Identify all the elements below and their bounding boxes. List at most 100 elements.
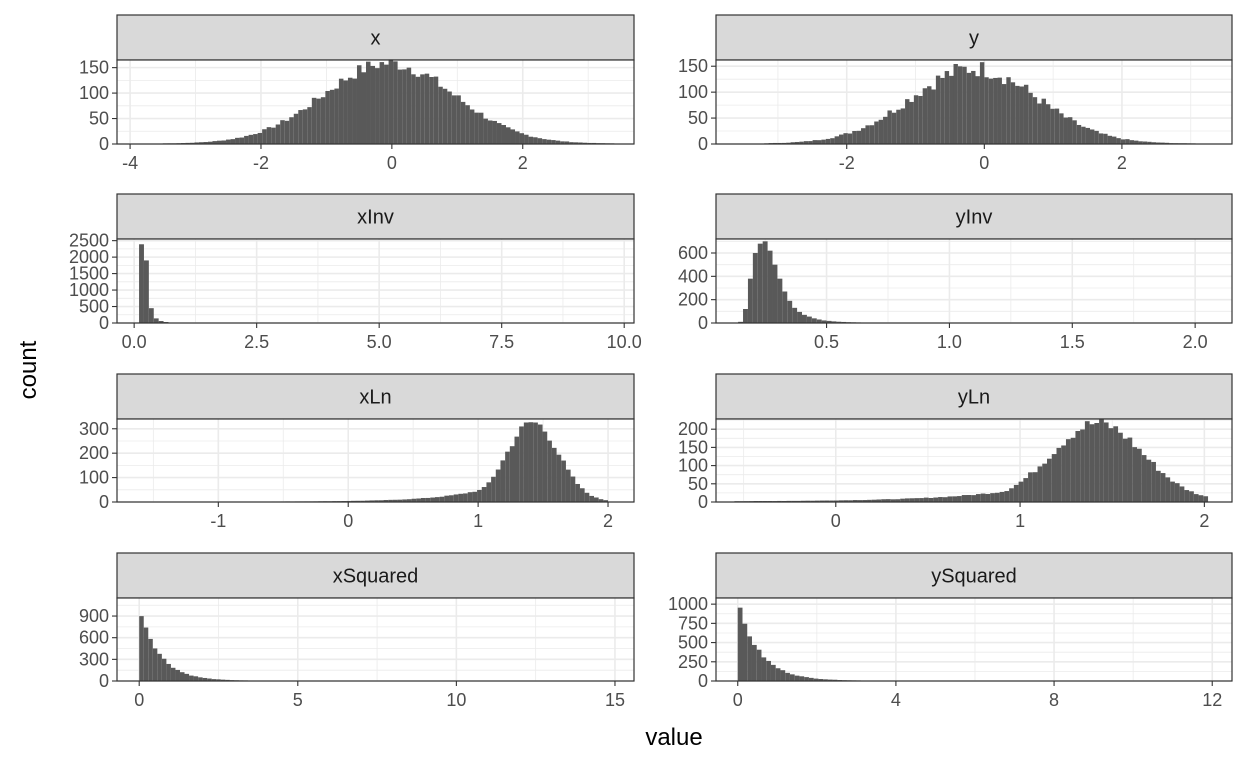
histogram-bar (1001, 84, 1007, 144)
histogram-bar (785, 672, 790, 681)
y-tick-label: 500 (678, 633, 708, 653)
histogram-bar (364, 500, 370, 502)
histogram-bar (985, 493, 991, 502)
histogram-bar (838, 500, 844, 502)
histogram-bar (1019, 86, 1024, 144)
histogram-bar (1156, 142, 1161, 144)
histogram-bar (415, 76, 421, 144)
histogram-bar (1065, 439, 1071, 502)
y-tick-label: 100 (79, 83, 109, 103)
histogram-bar (802, 314, 807, 323)
histogram-bar (813, 678, 819, 681)
histogram-bar (1132, 447, 1138, 502)
histogram-bar (829, 500, 834, 502)
histogram-bar (1138, 141, 1143, 144)
x-tick-label: -2 (839, 153, 855, 173)
histogram-bar (402, 69, 407, 144)
histogram-bar (890, 499, 896, 502)
histogram-bar (216, 140, 222, 144)
histogram-bar (824, 500, 830, 502)
y-tick-label: 150 (678, 437, 708, 457)
histogram-bar (935, 75, 941, 144)
histogram-bar (496, 123, 502, 144)
histogram-bar (1045, 104, 1051, 144)
panel-border (715, 597, 1233, 682)
histogram-bar (153, 318, 159, 323)
y-tick-label: 900 (79, 606, 109, 626)
histogram-bar (152, 648, 158, 681)
histogram-bar (253, 134, 258, 144)
y-tick-label: 250 (678, 652, 708, 672)
histogram-bar (1099, 418, 1104, 502)
y-tick-label: 300 (79, 419, 109, 439)
histogram-bar (852, 130, 857, 144)
histogram-bar (1010, 82, 1016, 144)
histogram-bar (397, 499, 403, 502)
histogram-bar (416, 498, 421, 502)
histogram-bar (239, 137, 245, 144)
histogram-bar (993, 77, 998, 144)
histogram-bar (896, 109, 901, 144)
histogram-bar (919, 498, 924, 502)
histogram-bar (966, 72, 972, 144)
histogram-bar (1203, 496, 1209, 502)
histogram-bar (975, 494, 981, 502)
histogram-bar (867, 499, 872, 502)
x-tick-label: 1.0 (937, 332, 962, 352)
histogram-bar (994, 492, 1000, 502)
facet-strip-label: x (371, 28, 381, 50)
y-tick-label: 500 (79, 297, 109, 317)
histogram-bar (821, 320, 827, 323)
histogram-bar (212, 141, 217, 144)
x-tick-label: 0 (343, 511, 353, 531)
histogram-bar (876, 499, 882, 502)
histogram-bar (839, 134, 844, 144)
histogram-bar (578, 142, 583, 144)
histogram-bar (311, 97, 317, 144)
histogram-bar (971, 495, 976, 502)
histogram-bar (175, 669, 180, 681)
histogram-bar (434, 497, 440, 502)
histogram-bar (909, 101, 914, 144)
histogram-bar (1160, 473, 1166, 502)
histogram-bar (369, 500, 375, 502)
histogram-bar (334, 88, 339, 144)
histogram-bar (384, 64, 389, 144)
histogram-bar (1141, 455, 1147, 502)
histogram-bar (458, 493, 464, 502)
histogram-bar (1075, 431, 1081, 502)
histogram-bar (198, 142, 204, 144)
histogram-bar (922, 88, 928, 144)
histogram-bar (139, 244, 144, 323)
histogram-bar (818, 679, 824, 681)
histogram-bar (467, 492, 473, 502)
facet-x: x -4 -2 0 2 0 50 100 150 (79, 14, 635, 173)
histogram-bar (1023, 478, 1029, 502)
histogram-bar (148, 638, 153, 681)
histogram-bar (1061, 445, 1066, 502)
histogram-bar (378, 500, 384, 502)
histogram-bar (570, 476, 576, 502)
histogram-bar (603, 500, 609, 502)
facet-strip (715, 373, 1233, 420)
histogram-bar (584, 492, 590, 502)
histogram-bar (1193, 494, 1199, 502)
panel-background (117, 598, 634, 681)
histogram-bar (569, 142, 574, 144)
histogram-bar (808, 677, 814, 681)
histogram-bar (1122, 438, 1128, 502)
histogram-bar (343, 80, 348, 144)
x-tick-label: 2.5 (244, 332, 269, 352)
x-axis-title: value (645, 724, 702, 751)
histogram-bar (971, 70, 976, 144)
histogram-bar (1137, 448, 1142, 502)
histogram-bar (1189, 491, 1194, 502)
histogram-bar (388, 59, 394, 144)
histogram-bar (747, 636, 752, 681)
x-tick-label: 2 (1199, 511, 1209, 531)
histogram-bar (424, 73, 430, 144)
histogram-bar (803, 141, 809, 144)
histogram-bar (1023, 84, 1029, 144)
